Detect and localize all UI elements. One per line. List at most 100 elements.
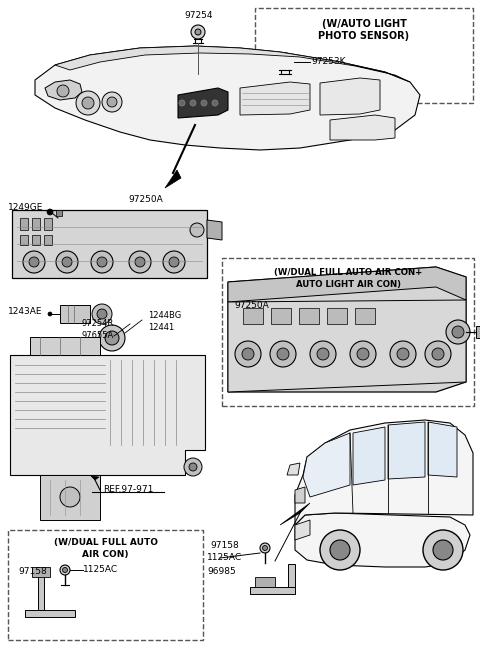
Polygon shape — [20, 235, 28, 245]
Text: 97158: 97158 — [18, 567, 47, 577]
Circle shape — [129, 251, 151, 273]
Circle shape — [320, 530, 360, 570]
Polygon shape — [20, 218, 28, 230]
Polygon shape — [280, 503, 310, 525]
Polygon shape — [165, 170, 181, 188]
Circle shape — [330, 540, 350, 560]
Circle shape — [397, 348, 409, 360]
Text: 1249GE: 1249GE — [8, 203, 43, 213]
Text: 1243AE: 1243AE — [8, 306, 43, 316]
Circle shape — [135, 257, 145, 267]
Polygon shape — [243, 308, 263, 324]
Polygon shape — [35, 46, 420, 150]
Circle shape — [452, 326, 464, 338]
Circle shape — [317, 348, 329, 360]
Polygon shape — [303, 433, 350, 497]
Circle shape — [60, 487, 80, 507]
Circle shape — [195, 29, 201, 35]
Circle shape — [56, 251, 78, 273]
Text: AIR CON): AIR CON) — [82, 550, 129, 560]
Polygon shape — [476, 326, 480, 338]
Polygon shape — [288, 564, 295, 587]
Polygon shape — [330, 115, 395, 140]
Circle shape — [277, 348, 289, 360]
Circle shape — [107, 97, 117, 107]
Polygon shape — [287, 463, 300, 475]
Circle shape — [235, 341, 261, 367]
Circle shape — [82, 97, 94, 109]
Circle shape — [357, 348, 369, 360]
Text: 97158: 97158 — [210, 541, 239, 550]
Text: 97254R: 97254R — [82, 319, 114, 327]
Circle shape — [105, 331, 119, 345]
Circle shape — [92, 304, 112, 324]
Text: PHOTO SENSOR): PHOTO SENSOR) — [318, 31, 409, 41]
Bar — [222, 258, 474, 406]
Polygon shape — [40, 475, 100, 520]
Polygon shape — [44, 235, 52, 245]
Circle shape — [179, 100, 185, 106]
Polygon shape — [428, 422, 457, 477]
Circle shape — [310, 341, 336, 367]
Circle shape — [62, 567, 68, 573]
Polygon shape — [32, 567, 50, 577]
Polygon shape — [30, 337, 100, 355]
Text: 97655A: 97655A — [82, 331, 114, 340]
Polygon shape — [295, 487, 305, 503]
Polygon shape — [388, 422, 425, 479]
Circle shape — [48, 312, 52, 316]
Polygon shape — [320, 78, 380, 115]
Text: 1244BG: 1244BG — [148, 312, 181, 321]
Circle shape — [260, 543, 270, 553]
Text: (W/AUTO LIGHT: (W/AUTO LIGHT — [322, 19, 407, 29]
Bar — [8, 530, 203, 640]
Text: (W/DUAL FULL AUTO: (W/DUAL FULL AUTO — [53, 539, 157, 548]
Polygon shape — [12, 210, 207, 278]
Text: 97254: 97254 — [184, 12, 213, 20]
Circle shape — [29, 257, 39, 267]
Circle shape — [281, 58, 289, 66]
Polygon shape — [228, 267, 466, 302]
Circle shape — [423, 530, 463, 570]
Polygon shape — [44, 218, 52, 230]
Polygon shape — [295, 420, 473, 525]
Circle shape — [432, 348, 444, 360]
Text: AUTO LIGHT AIR CON): AUTO LIGHT AIR CON) — [296, 279, 400, 289]
Circle shape — [62, 257, 72, 267]
Circle shape — [212, 100, 218, 106]
Circle shape — [169, 257, 179, 267]
Circle shape — [263, 546, 267, 550]
Circle shape — [242, 348, 254, 360]
Circle shape — [425, 341, 451, 367]
Polygon shape — [299, 308, 319, 324]
Polygon shape — [32, 235, 40, 245]
Polygon shape — [355, 308, 375, 324]
Circle shape — [446, 320, 470, 344]
Circle shape — [60, 565, 70, 575]
Polygon shape — [327, 308, 347, 324]
Polygon shape — [32, 218, 40, 230]
Circle shape — [270, 341, 296, 367]
Polygon shape — [10, 355, 205, 475]
Circle shape — [99, 325, 125, 351]
Circle shape — [97, 257, 107, 267]
Polygon shape — [250, 587, 295, 594]
Circle shape — [23, 251, 45, 273]
Circle shape — [190, 100, 196, 106]
Bar — [255, 8, 473, 103]
Circle shape — [433, 540, 453, 560]
Circle shape — [47, 209, 53, 215]
Circle shape — [201, 100, 207, 106]
Text: 96985: 96985 — [207, 567, 236, 575]
Polygon shape — [56, 210, 62, 216]
Circle shape — [189, 463, 197, 471]
Circle shape — [390, 341, 416, 367]
Text: (W/DUAL FULL AUTO AIR CON+: (W/DUAL FULL AUTO AIR CON+ — [274, 268, 422, 276]
Circle shape — [276, 53, 294, 71]
Circle shape — [76, 91, 100, 115]
Text: 97253K: 97253K — [311, 58, 346, 66]
Polygon shape — [353, 427, 385, 485]
Circle shape — [91, 251, 113, 273]
Polygon shape — [38, 575, 44, 610]
Polygon shape — [25, 610, 75, 617]
